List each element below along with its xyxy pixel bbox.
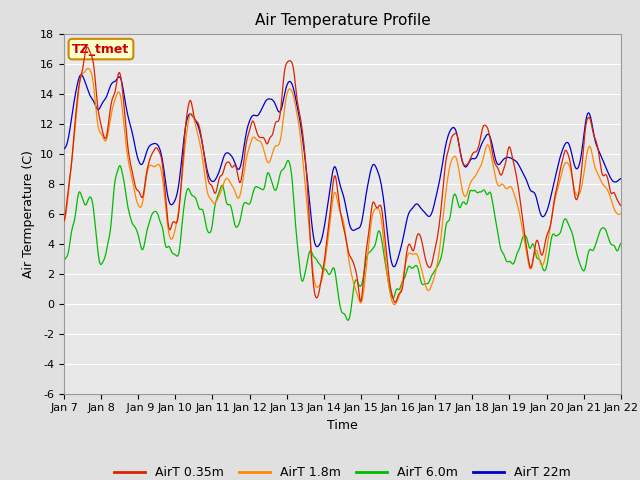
AirT 1.8m xyxy=(128,176,136,182)
Line: AirT 22m: AirT 22m xyxy=(64,75,621,267)
AirT 22m xyxy=(428,210,436,216)
Text: TZ_tmet: TZ_tmet xyxy=(72,43,130,56)
AirT 6.0m xyxy=(412,263,419,268)
AirT 6.0m xyxy=(184,186,192,192)
AirT 6.0m xyxy=(60,257,68,263)
AirT 0.35m xyxy=(60,218,68,224)
Title: Air Temperature Profile: Air Temperature Profile xyxy=(255,13,430,28)
Y-axis label: Air Termperature (C): Air Termperature (C) xyxy=(22,150,35,277)
Line: AirT 1.8m: AirT 1.8m xyxy=(64,69,621,305)
AirT 0.35m xyxy=(185,101,193,107)
AirT 22m xyxy=(128,130,136,135)
AirT 0.35m xyxy=(83,44,91,50)
X-axis label: Time: Time xyxy=(327,419,358,432)
AirT 6.0m xyxy=(284,157,292,163)
AirT 6.0m xyxy=(344,317,352,323)
AirT 0.35m xyxy=(617,203,625,208)
AirT 0.35m xyxy=(412,239,419,245)
AirT 0.35m xyxy=(428,261,436,266)
AirT 0.35m xyxy=(392,300,399,305)
AirT 6.0m xyxy=(127,218,135,224)
AirT 22m xyxy=(412,202,419,207)
AirT 1.8m xyxy=(70,136,78,142)
AirT 22m xyxy=(390,264,397,270)
AirT 0.35m xyxy=(128,168,136,174)
AirT 6.0m xyxy=(214,194,221,200)
Legend: AirT 0.35m, AirT 1.8m, AirT 6.0m, AirT 22m: AirT 0.35m, AirT 1.8m, AirT 6.0m, AirT 2… xyxy=(109,461,576,480)
AirT 22m xyxy=(214,171,222,177)
AirT 1.8m xyxy=(214,195,222,201)
AirT 1.8m xyxy=(185,117,193,123)
AirT 0.35m xyxy=(214,180,222,186)
AirT 22m xyxy=(60,146,68,152)
Line: AirT 0.35m: AirT 0.35m xyxy=(64,47,621,302)
AirT 1.8m xyxy=(412,251,419,256)
AirT 22m xyxy=(185,112,193,118)
AirT 0.35m xyxy=(70,131,78,137)
AirT 22m xyxy=(70,99,78,105)
AirT 22m xyxy=(617,176,625,181)
AirT 1.8m xyxy=(617,211,625,216)
AirT 1.8m xyxy=(84,66,92,72)
AirT 22m xyxy=(77,72,85,78)
AirT 1.8m xyxy=(428,282,436,288)
AirT 1.8m xyxy=(391,302,399,308)
AirT 6.0m xyxy=(70,219,78,225)
AirT 6.0m xyxy=(428,273,436,278)
AirT 1.8m xyxy=(60,219,68,225)
AirT 6.0m xyxy=(617,240,625,246)
Line: AirT 6.0m: AirT 6.0m xyxy=(64,160,621,320)
